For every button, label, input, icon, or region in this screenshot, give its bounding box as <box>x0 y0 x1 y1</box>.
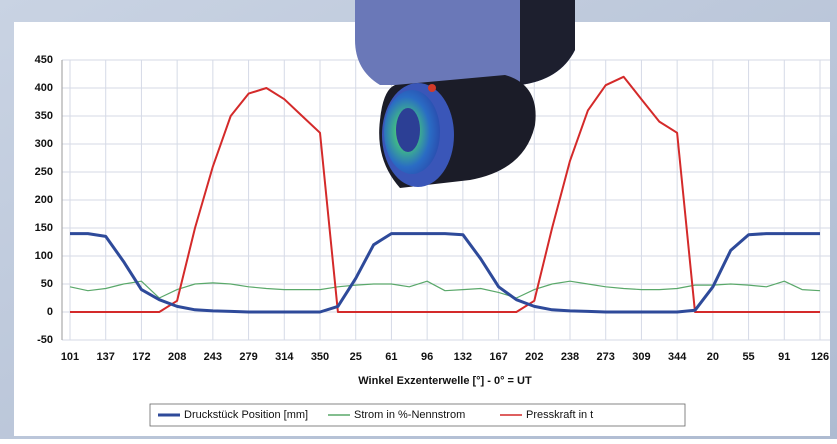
x-tick-label: 126 <box>811 351 829 363</box>
y-tick-label: 400 <box>35 82 53 94</box>
x-tick-label: 25 <box>350 351 362 363</box>
y-tick-label: 150 <box>35 222 53 234</box>
x-tick-label: 132 <box>454 351 472 363</box>
x-tick-label: 20 <box>707 351 719 363</box>
y-tick-label: 250 <box>35 166 53 178</box>
x-tick-label: 55 <box>742 351 754 363</box>
x-tick-label: 314 <box>275 351 294 363</box>
x-tick-label: 309 <box>632 351 650 363</box>
x-axis-title: Winkel Exzenterwelle [°] - 0° = UT <box>358 375 532 387</box>
x-tick-label: 350 <box>311 351 329 363</box>
y-tick-label: 50 <box>41 278 53 290</box>
x-tick-label: 167 <box>489 351 507 363</box>
y-tick-label: -50 <box>37 334 53 346</box>
x-tick-label: 172 <box>132 351 150 363</box>
y-tick-label: 350 <box>35 110 53 122</box>
legend-label: Presskraft in t <box>526 409 593 421</box>
x-tick-label: 238 <box>561 351 579 363</box>
y-tick-label: 300 <box>35 138 53 150</box>
x-tick-label: 137 <box>97 351 115 363</box>
chart: -50 0 50 100 150 200 250 300 350 400 450 101 137 172 2… <box>0 0 837 439</box>
x-tick-label: 61 <box>385 351 397 363</box>
x-tick-label: 202 <box>525 351 543 363</box>
x-tick-label: 208 <box>168 351 186 363</box>
x-tick-label: 243 <box>204 351 222 363</box>
y-tick-label: 100 <box>35 250 53 262</box>
legend-label: Druckstück Position [mm] <box>184 409 308 421</box>
x-tick-label: 273 <box>597 351 615 363</box>
x-tick-label: 91 <box>778 351 790 363</box>
x-tick-label: 101 <box>61 351 79 363</box>
x-tick-label: 279 <box>239 351 257 363</box>
legend-label: Strom in %-Nennstrom <box>354 409 465 421</box>
y-tick-label: 200 <box>35 194 53 206</box>
x-tick-label: 344 <box>668 351 687 363</box>
y-tick-label: 450 <box>35 54 53 66</box>
x-tick-label: 96 <box>421 351 433 363</box>
y-tick-label: 0 <box>47 306 53 318</box>
